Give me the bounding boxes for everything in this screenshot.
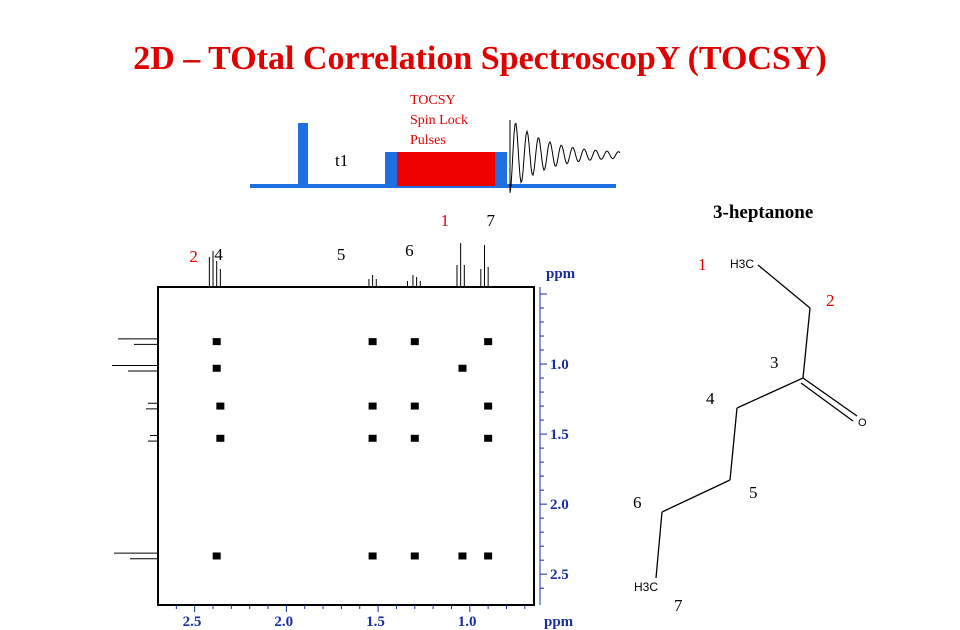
bond-c6-c7 [655, 511, 663, 579]
tocsy-spectrum: 2 4 5 6 1 7 1.0 1.5 2.0 2.5 2.5 2.0 1.5 1.0 ppm ppm [112, 211, 576, 630]
x-axis-ticks: 2.5 2.0 1.5 1.0 [175, 605, 526, 630]
cross-peak [458, 364, 467, 372]
molecule-label-5: 5 [749, 483, 758, 502]
molecule-label-1: 1 [698, 255, 707, 274]
peak-label-5: 5 [337, 245, 346, 264]
peak-label-1: 1 [441, 211, 450, 230]
x-tick-label: 1.5 [366, 614, 385, 630]
bond-c4-c5 [729, 407, 738, 481]
cross-peak [410, 402, 419, 410]
spin-lock-line-3: Pulses [410, 133, 446, 148]
slide-title: 2D – TOtal Correlation SpectroscopY (TOC… [133, 40, 827, 77]
molecule-label-2: 2 [826, 291, 835, 310]
x-tick-label: 2.0 [274, 614, 293, 630]
molecule-label-7: 7 [674, 596, 683, 615]
y-axis-ticks: 1.0 1.5 2.0 2.5 [540, 293, 569, 589]
molecule-name: 3-heptanone [713, 202, 813, 223]
top-peak-labels: 2 4 5 6 1 7 [189, 211, 495, 266]
bond-c3-o-a [802, 377, 858, 417]
peak-label-4: 4 [214, 245, 223, 264]
cross-peak [216, 402, 225, 410]
cross-peak [484, 434, 493, 442]
cross-peak [212, 338, 221, 346]
molecule-label-3: 3 [770, 353, 779, 372]
cross-peak [484, 552, 493, 560]
cross-peak [458, 552, 467, 560]
cross-peak [368, 338, 377, 346]
molecule-label-4: 4 [706, 389, 715, 408]
bond-c3-o-b [800, 382, 854, 422]
x-tick-label: 2.5 [183, 614, 202, 630]
cross-peak [368, 402, 377, 410]
peak-label-2: 2 [189, 247, 198, 266]
fid-signal [509, 120, 621, 193]
y-tick-label: 2.5 [550, 567, 569, 583]
spin-lock-right-pulse [495, 152, 507, 186]
bond-c1-c2 [757, 264, 811, 309]
bond-c3-c4 [736, 377, 804, 409]
molecule-structure: 3-heptanone H3C H3C O 1 2 3 4 5 6 7 [633, 202, 867, 615]
oxygen-label: O [858, 417, 867, 429]
cross-peak [484, 402, 493, 410]
bond-c2-c3 [802, 307, 811, 379]
top-1d-spectrum [208, 243, 489, 287]
spin-lock-left-pulse [385, 152, 397, 186]
cross-peak [410, 552, 419, 560]
spin-lock-line-2: Spin Lock [410, 113, 468, 128]
top-ppm-label: ppm [546, 266, 576, 282]
t1-label: t1 [335, 151, 348, 170]
pulse-sequence: t1 TOCSY Spin Lock Pulses [250, 93, 621, 193]
cross-peak [368, 434, 377, 442]
cross-peak [212, 552, 221, 560]
cross-peak [410, 434, 419, 442]
y-tick-label: 2.0 [550, 497, 569, 513]
h3c-bottom-label: H3C [634, 580, 658, 594]
x-tick-label: 1.0 [458, 614, 477, 630]
excitation-pulse [298, 123, 308, 186]
peak-label-6: 6 [405, 241, 414, 260]
cross-peak [216, 434, 225, 442]
spin-lock-line-1: TOCSY [410, 93, 456, 108]
y-tick-label: 1.5 [550, 427, 569, 443]
molecule-label-6: 6 [633, 493, 642, 512]
y-tick-label: 1.0 [550, 357, 569, 373]
molecule-number-labels: 1 2 3 4 5 6 7 [633, 255, 835, 615]
bond-c5-c6 [661, 479, 731, 513]
cross-peaks [212, 338, 493, 560]
peak-label-7: 7 [486, 211, 495, 230]
spin-lock-block [397, 152, 495, 186]
molecule-bonds [655, 264, 858, 579]
h3c-top-label: H3C [730, 257, 754, 271]
left-1d-spectrum [112, 338, 158, 560]
cross-peak [212, 364, 221, 372]
bottom-ppm-label: ppm [544, 614, 574, 630]
cross-peak [410, 338, 419, 346]
cross-peak [484, 338, 493, 346]
cross-peak [368, 552, 377, 560]
